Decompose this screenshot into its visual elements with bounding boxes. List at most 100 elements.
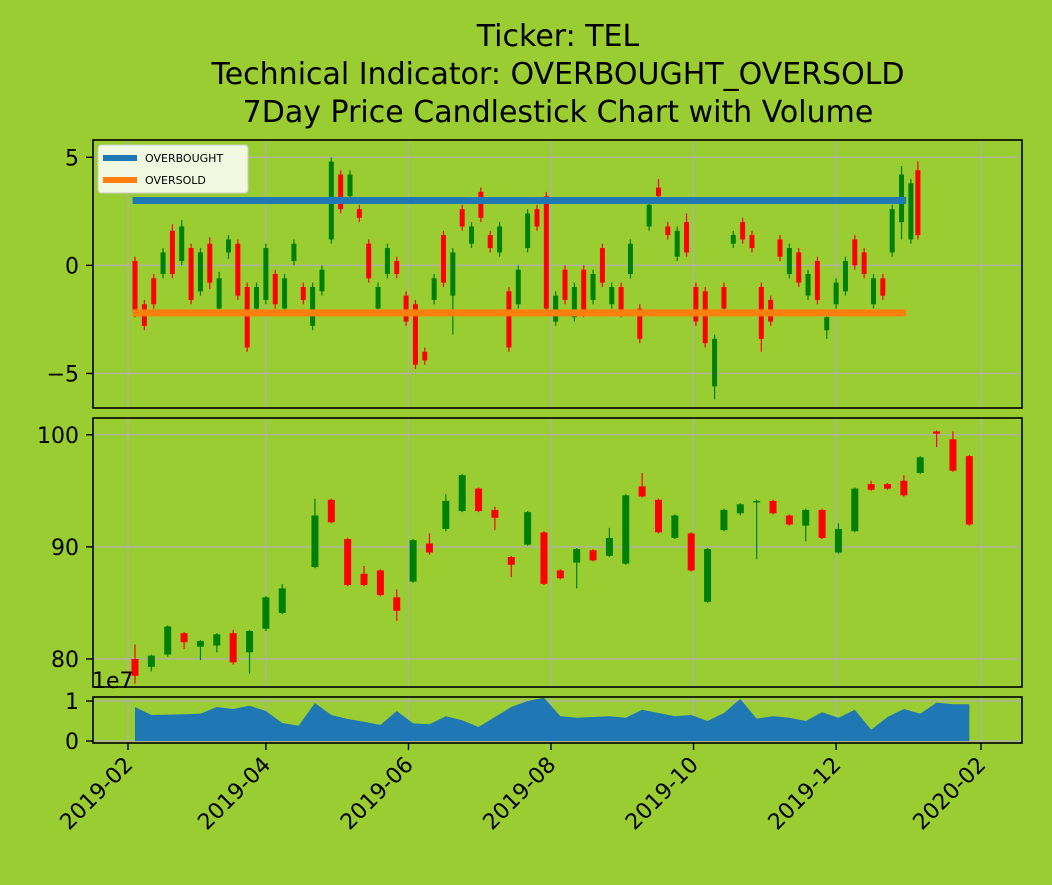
candle-body bbox=[338, 174, 344, 210]
candle-body bbox=[487, 235, 493, 249]
candle-body bbox=[605, 537, 613, 556]
candle-body bbox=[562, 269, 568, 300]
candle-body bbox=[646, 204, 652, 227]
indicator-y-ticks: −5 0 5 bbox=[47, 146, 93, 387]
x-tick-label: 2019-04 bbox=[193, 753, 276, 836]
candle-body bbox=[475, 488, 483, 512]
candle-body bbox=[491, 509, 499, 518]
candle-body bbox=[311, 515, 319, 568]
x-tick-label: 2020-02 bbox=[909, 753, 992, 836]
candle-body bbox=[654, 499, 662, 533]
candle-body bbox=[497, 226, 503, 253]
candle-body bbox=[769, 500, 777, 514]
candle-body bbox=[581, 269, 587, 313]
candle-body bbox=[609, 286, 615, 305]
candle-body bbox=[347, 174, 353, 197]
candle-body bbox=[736, 504, 744, 514]
candle-body bbox=[188, 248, 194, 300]
candle-body bbox=[534, 209, 540, 227]
candle-body bbox=[540, 532, 548, 584]
candle-body bbox=[665, 226, 671, 236]
candle-body bbox=[197, 252, 203, 292]
volume-y-ticks: 01 bbox=[65, 690, 93, 755]
candle-body bbox=[216, 278, 222, 309]
indicator-panel: −5 0 5 OVERBOUGHT OVERSOLD bbox=[47, 139, 1023, 409]
candle-body bbox=[403, 295, 409, 322]
candle-body bbox=[671, 515, 679, 538]
candle-body bbox=[704, 549, 712, 602]
candle-body bbox=[425, 543, 433, 553]
candle-body bbox=[622, 495, 630, 564]
volume-axes-frame bbox=[92, 696, 1023, 744]
title-line-1: Ticker: TEL bbox=[476, 19, 640, 54]
candle-body bbox=[814, 261, 820, 300]
candle-body bbox=[687, 533, 695, 571]
x-tick-label: 2019-06 bbox=[336, 753, 419, 836]
candle-body bbox=[553, 295, 559, 322]
candle-body bbox=[730, 235, 736, 244]
y-tick-label: 1 bbox=[65, 690, 79, 715]
candle-body bbox=[384, 248, 390, 274]
price-candles bbox=[131, 430, 973, 684]
candle-body bbox=[589, 550, 597, 561]
candle-body bbox=[908, 183, 914, 240]
candle-body bbox=[880, 278, 886, 296]
candle-body bbox=[693, 286, 699, 322]
candle-body bbox=[356, 209, 362, 218]
candle-body bbox=[842, 261, 848, 292]
x-tick-label: 2019-12 bbox=[764, 753, 847, 836]
candle-body bbox=[409, 540, 417, 582]
candle-body bbox=[393, 597, 401, 611]
candle-body bbox=[225, 239, 231, 253]
candle-body bbox=[618, 286, 624, 313]
candle-body bbox=[131, 658, 139, 676]
candle-body bbox=[180, 633, 188, 643]
candle-body bbox=[300, 286, 306, 300]
candle-body bbox=[196, 641, 204, 647]
candle-body bbox=[524, 512, 532, 545]
candle-body bbox=[235, 243, 241, 296]
candle-body bbox=[833, 282, 839, 305]
indicator-legend: OVERBOUGHT OVERSOLD bbox=[97, 144, 249, 194]
candle-body bbox=[469, 226, 475, 244]
candle-body bbox=[637, 308, 643, 339]
candle-body bbox=[889, 209, 895, 253]
candle-body bbox=[440, 235, 446, 283]
candle-body bbox=[949, 439, 957, 471]
candle-body bbox=[796, 252, 802, 283]
candle-body bbox=[870, 278, 876, 305]
legend-oversold-label: OVERSOLD bbox=[145, 174, 206, 187]
candle-body bbox=[740, 222, 746, 240]
y-tick-label: 5 bbox=[65, 146, 79, 171]
candle-body bbox=[786, 248, 792, 274]
indicator-candles bbox=[132, 157, 921, 400]
candle-body bbox=[805, 274, 811, 296]
candle-body bbox=[244, 286, 250, 348]
x-tick-label: 2019-02 bbox=[56, 753, 139, 836]
candle-body bbox=[506, 291, 512, 348]
candle-body bbox=[852, 239, 858, 266]
candle-body bbox=[319, 269, 325, 292]
volume-panel: 01 1e7 bbox=[65, 669, 1023, 755]
indicator-threshold-lines bbox=[132, 197, 907, 317]
candle-body bbox=[450, 252, 456, 296]
candle-body bbox=[375, 286, 381, 309]
candle-body bbox=[394, 261, 400, 274]
y-tick-label: 100 bbox=[37, 424, 79, 449]
candle-body bbox=[655, 187, 661, 197]
candle-body bbox=[213, 634, 221, 646]
candle-body bbox=[412, 304, 418, 365]
candle-body bbox=[638, 486, 646, 497]
candle-body bbox=[478, 191, 484, 218]
price-gridlines bbox=[93, 418, 1022, 687]
price-panel: 80 90 100 bbox=[37, 417, 1023, 688]
candle-body bbox=[458, 475, 466, 512]
candle-body bbox=[834, 528, 842, 553]
chart-title: Ticker: TEL Technical Indicator: OVERBOU… bbox=[210, 19, 904, 130]
candle-body bbox=[599, 248, 605, 283]
title-line-2: Technical Indicator: OVERBOUGHT_OVERSOLD bbox=[210, 57, 904, 92]
candle-body bbox=[712, 338, 718, 387]
candle-body bbox=[179, 226, 185, 262]
candle-body bbox=[824, 317, 830, 331]
